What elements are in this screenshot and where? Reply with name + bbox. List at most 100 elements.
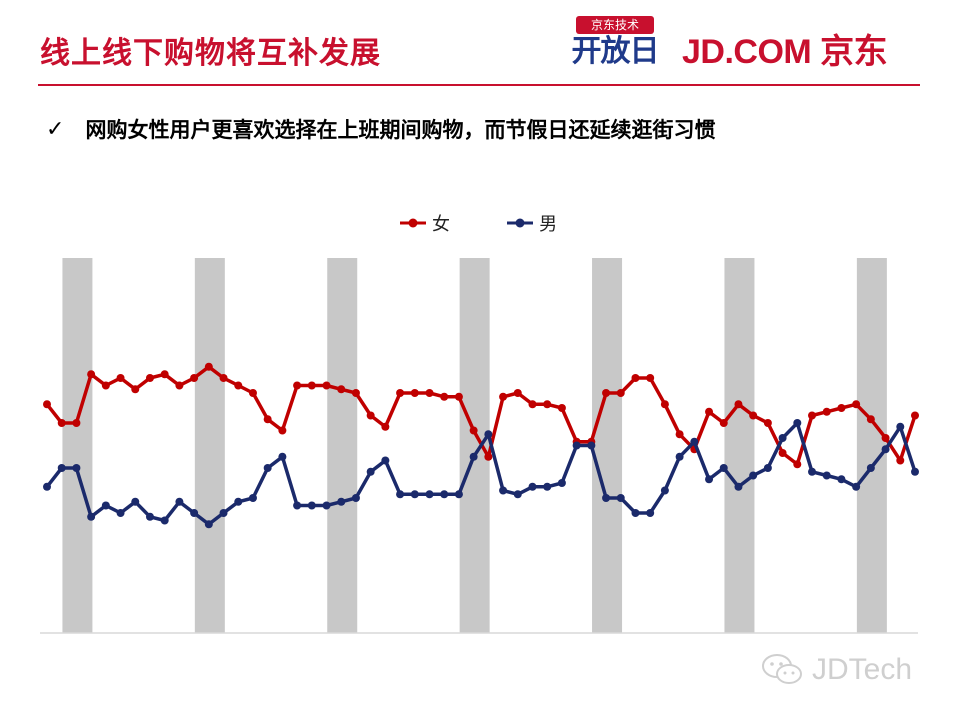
point-female-56 xyxy=(866,415,875,424)
legend-item-male: 男 xyxy=(505,210,557,236)
point-male-52 xyxy=(808,467,817,476)
point-male-58 xyxy=(896,422,905,431)
shaded-band-6 xyxy=(856,258,887,633)
logo-tech-small-text: 京东技术 xyxy=(576,16,654,34)
point-female-50 xyxy=(778,449,787,457)
point-male-6 xyxy=(131,497,140,506)
point-female-4 xyxy=(101,381,110,390)
point-male-36 xyxy=(572,441,581,450)
point-female-25 xyxy=(410,389,419,397)
point-female-23 xyxy=(381,422,390,431)
point-male-17 xyxy=(293,501,302,510)
point-male-26 xyxy=(425,490,434,499)
point-female-43 xyxy=(675,430,684,439)
point-male-53 xyxy=(822,471,831,480)
point-female-51 xyxy=(793,460,802,469)
point-male-29 xyxy=(469,452,478,461)
point-female-26 xyxy=(425,389,434,397)
point-female-39 xyxy=(616,389,625,397)
point-female-11 xyxy=(204,362,213,371)
point-male-1 xyxy=(57,464,66,472)
header-divider xyxy=(38,84,920,86)
point-female-18 xyxy=(307,381,316,390)
point-male-47 xyxy=(734,482,743,491)
point-female-46 xyxy=(719,419,728,427)
page-title: 线上线下购物将互补发展 xyxy=(40,36,381,71)
point-male-3 xyxy=(87,512,96,521)
point-male-16 xyxy=(278,452,287,461)
point-male-4 xyxy=(101,501,110,510)
point-female-53 xyxy=(822,407,831,416)
point-female-1 xyxy=(57,419,66,427)
point-male-24 xyxy=(396,490,405,499)
point-male-46 xyxy=(719,464,728,472)
watermark: JDTech xyxy=(760,650,912,690)
point-female-59 xyxy=(911,411,919,420)
legend-swatch-male xyxy=(507,218,534,228)
shaded-band-4 xyxy=(592,258,623,633)
point-male-49 xyxy=(763,464,772,472)
point-male-5 xyxy=(116,509,125,517)
point-male-39 xyxy=(616,494,625,502)
point-male-44 xyxy=(690,437,699,446)
point-male-27 xyxy=(440,490,449,499)
point-male-51 xyxy=(793,419,802,427)
point-male-23 xyxy=(381,456,390,465)
point-male-35 xyxy=(557,479,566,487)
point-female-24 xyxy=(396,389,405,397)
point-female-30 xyxy=(484,452,493,461)
point-female-8 xyxy=(160,370,169,379)
point-female-33 xyxy=(528,400,537,409)
point-female-32 xyxy=(513,389,522,397)
point-female-29 xyxy=(469,426,478,435)
shaded-band-0 xyxy=(62,258,93,633)
point-female-21 xyxy=(351,389,360,397)
point-female-0 xyxy=(43,400,51,409)
point-male-13 xyxy=(234,497,243,506)
point-female-12 xyxy=(219,374,228,382)
point-female-35 xyxy=(557,404,566,412)
logo-tech-big-text: 开放日 xyxy=(571,34,660,69)
jdcom-logo: JD.COM 京东 xyxy=(682,33,888,71)
point-female-54 xyxy=(837,404,846,412)
watermark-text: JDTech xyxy=(812,653,913,686)
point-female-7 xyxy=(145,374,154,382)
point-male-32 xyxy=(513,490,522,499)
point-female-48 xyxy=(749,411,758,420)
point-female-19 xyxy=(322,381,331,390)
point-female-58 xyxy=(896,456,905,465)
point-female-42 xyxy=(660,400,669,409)
point-male-8 xyxy=(160,516,169,525)
point-female-28 xyxy=(454,392,463,401)
point-female-2 xyxy=(72,419,81,427)
point-female-22 xyxy=(366,411,375,420)
legend-label-female: 女 xyxy=(432,214,450,235)
point-male-55 xyxy=(852,482,861,491)
point-female-10 xyxy=(190,374,199,382)
point-male-15 xyxy=(263,464,272,472)
point-female-38 xyxy=(602,389,611,397)
point-male-14 xyxy=(248,494,257,502)
point-male-45 xyxy=(705,475,714,484)
point-male-11 xyxy=(204,520,213,529)
chart-legend: 女 男 xyxy=(398,210,607,238)
point-male-30 xyxy=(484,430,493,439)
point-female-31 xyxy=(499,392,508,401)
point-female-14 xyxy=(248,389,257,397)
point-female-9 xyxy=(175,381,184,390)
logo-group: 京东技术 开放日 JD.COM 京东 xyxy=(560,14,940,74)
point-male-25 xyxy=(410,490,419,499)
point-female-55 xyxy=(852,400,861,409)
point-male-57 xyxy=(881,445,890,454)
point-female-45 xyxy=(705,407,714,416)
shaded-band-2 xyxy=(327,258,358,633)
point-female-47 xyxy=(734,400,743,409)
point-male-43 xyxy=(675,452,684,461)
point-male-21 xyxy=(351,494,360,502)
point-female-20 xyxy=(337,385,346,394)
point-male-40 xyxy=(631,509,640,517)
point-male-19 xyxy=(322,501,331,510)
point-male-28 xyxy=(454,490,463,499)
point-female-17 xyxy=(293,381,302,390)
